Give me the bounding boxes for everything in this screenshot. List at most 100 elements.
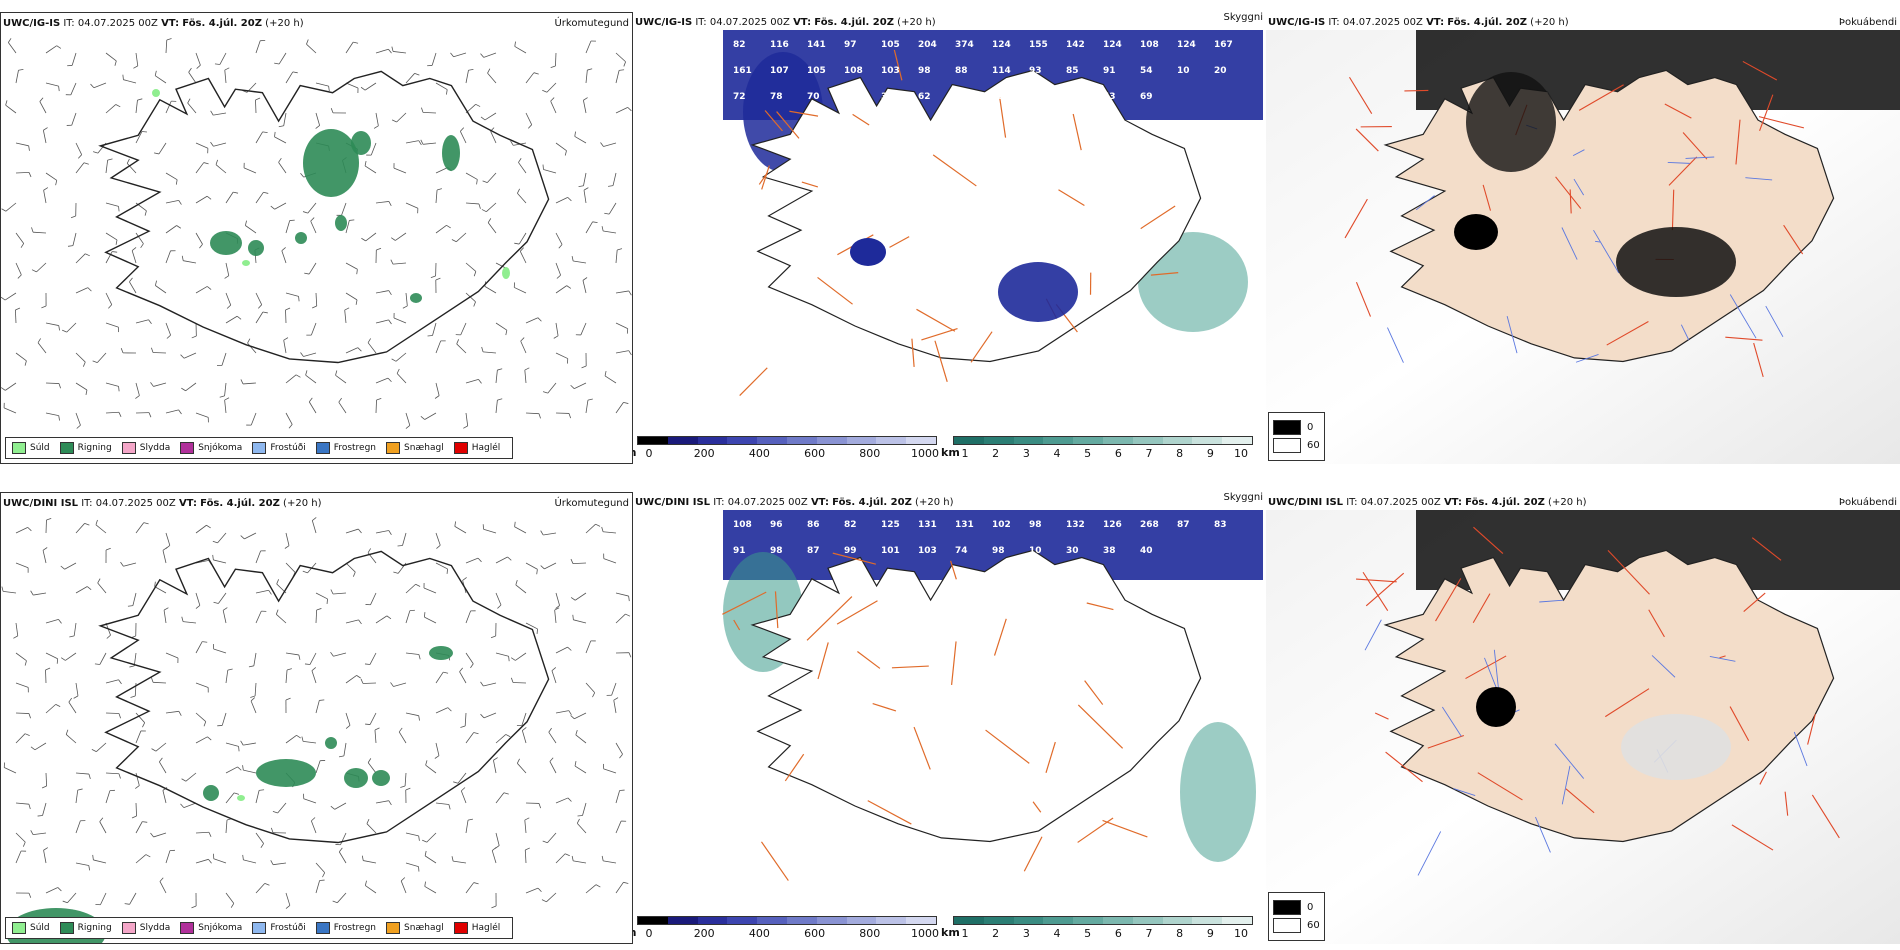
wind-barb-tick [364, 160, 367, 167]
wind-barb [225, 820, 228, 834]
wind-barb-tick [55, 704, 61, 708]
wind-barb [547, 382, 557, 394]
wind-barb-tick [162, 547, 168, 551]
wind-barb [15, 142, 29, 147]
rain-area [303, 129, 359, 197]
wind-barb-tick [491, 905, 497, 909]
wind-barb [405, 712, 419, 717]
wind-barb-tick [390, 682, 394, 687]
wind-barb-tick [478, 203, 481, 209]
wind-barb [435, 340, 442, 354]
road [1023, 836, 1043, 872]
wind-barb [585, 70, 588, 84]
wind-barb [525, 412, 540, 415]
wind-barb-tick [583, 187, 589, 191]
wind-barb [582, 280, 587, 294]
wind-barb [345, 220, 350, 234]
wind-barb-tick [284, 545, 290, 549]
wind-barb-tick [308, 397, 313, 403]
wind-barb [195, 858, 209, 864]
wind-barb [315, 609, 318, 624]
wind-barb [96, 742, 107, 752]
colorbar-bin [697, 917, 728, 924]
road [857, 651, 881, 669]
wind-barb-tick [88, 773, 91, 779]
wind-barb-tick [210, 110, 214, 116]
wind-barb-tick [97, 578, 101, 584]
wind-barb-tick [181, 255, 184, 261]
legend-entry: Frostregn [315, 442, 376, 454]
wind-barb [66, 322, 77, 333]
wind-barb-tick [515, 580, 518, 586]
coastline [750, 69, 1202, 363]
legend-entry: Frostúði [252, 922, 306, 934]
wind-barb [555, 710, 569, 714]
cloud-base-label: 88 [955, 66, 968, 76]
road [1072, 113, 1082, 151]
wind-barb-tick [137, 98, 143, 101]
low-visibility-area [723, 552, 803, 672]
wind-barb [15, 682, 29, 688]
wind-barb-tick [28, 172, 32, 178]
colorbar-tick: 4 [1053, 927, 1061, 940]
legend-swatch [252, 442, 267, 454]
wind-barb [250, 700, 257, 714]
wind-barb-tick [418, 140, 422, 146]
river [1593, 229, 1620, 274]
wind-barb-tick [99, 817, 104, 822]
road [872, 702, 897, 712]
wind-barb [435, 82, 448, 90]
wind-barb-tick [92, 360, 98, 364]
colorbar-bin [876, 917, 907, 924]
colorbar-tick: 10 [1234, 447, 1248, 460]
wind-barb-tick [260, 843, 264, 848]
wind-barb-tick [468, 68, 474, 71]
wind-barb-tick [374, 727, 380, 731]
wind-barb [374, 730, 377, 744]
road [951, 641, 957, 685]
colorbar-tick: 9 [1206, 447, 1214, 460]
wind-barb-tick [181, 778, 187, 782]
river [1554, 743, 1585, 779]
precip-legend: Súld Rigning Slydda Snjókoma Frostúði Frostre… [5, 917, 514, 939]
fog-legend-row: 0 [1273, 900, 1320, 915]
wind-barb-tick [549, 757, 554, 762]
wind-barb-tick [415, 583, 421, 587]
wind-barb [183, 621, 197, 624]
wind-barb-tick [522, 727, 527, 731]
wind-barb [518, 162, 527, 174]
road [1664, 103, 1692, 119]
wind-barb-tick [388, 800, 392, 806]
wind-barb [396, 112, 407, 123]
colorbar-tick: 7 [1145, 927, 1153, 940]
wind-barb-tick [224, 67, 230, 71]
wind-barb-tick [58, 415, 60, 421]
low-visibility-area [1180, 722, 1256, 862]
colorbar-bin [757, 917, 787, 924]
fog-legend-row: 60 [1273, 918, 1320, 933]
wind-barb-tick [481, 209, 487, 213]
river [1680, 324, 1690, 341]
wind-barb [487, 72, 497, 84]
legend-swatch [12, 442, 26, 454]
wind-barb-tick [473, 301, 476, 307]
wind-barb [14, 309, 17, 324]
wind-barb-tick [300, 173, 304, 178]
wind-barb-tick [510, 657, 516, 661]
colorbar-tick: 600 [804, 927, 826, 940]
wind-barb-tick [503, 792, 509, 795]
wind-barb-tick [524, 817, 530, 821]
wind-barb [611, 682, 617, 696]
wind-barb [315, 592, 328, 600]
wind-barb [72, 232, 77, 246]
wind-barb [495, 652, 509, 657]
cloud-base-label: 83 [1214, 520, 1227, 530]
wind-barb-tick [497, 604, 502, 609]
wind-barb-tick [214, 63, 220, 65]
wind-barb-tick [470, 663, 474, 669]
wind-barb [273, 862, 287, 866]
wind-barb [524, 370, 527, 384]
cloud-base-label: 98 [992, 546, 1005, 556]
wind-barb-tick [361, 237, 366, 242]
river [1667, 162, 1690, 164]
